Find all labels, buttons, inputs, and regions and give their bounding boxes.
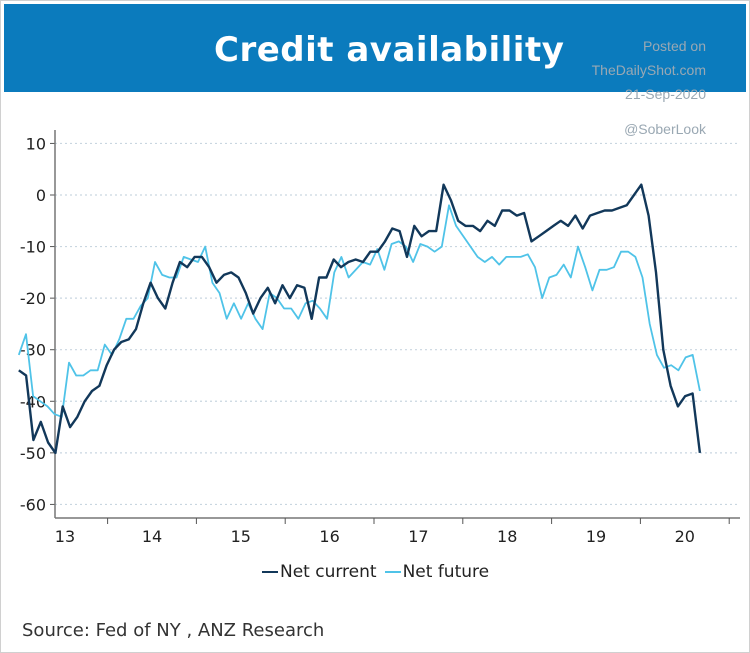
- y-tick-label: -10: [20, 238, 46, 257]
- watermark-date: 21-Sep-2020: [625, 86, 706, 102]
- x-tick-label: 14: [142, 527, 162, 546]
- legend-item-net-future: Net future: [384, 562, 490, 582]
- legend-label: Net current: [280, 562, 377, 582]
- series-line-net-future: [17, 204, 701, 418]
- watermark-posted: Posted on: [642, 38, 706, 54]
- watermark-site: TheDailyShot.com: [591, 62, 706, 78]
- y-tick-label: -60: [20, 495, 46, 514]
- x-tick-label: 17: [408, 527, 428, 546]
- y-tick-label: 0: [36, 186, 46, 205]
- y-tick-label: -30: [20, 341, 46, 360]
- x-tick-label: 18: [497, 527, 517, 546]
- series-line-net-current: [18, 183, 702, 455]
- y-tick-label: -20: [20, 289, 46, 308]
- y-tick-label: -50: [20, 444, 46, 463]
- x-tick-label: 13: [55, 527, 75, 546]
- y-tick-label: -40: [20, 392, 46, 411]
- x-tick-label: 15: [231, 527, 251, 546]
- legend: Net current Net future: [262, 562, 489, 582]
- chart-title: Credit availability: [214, 30, 565, 70]
- title-banner: Credit availability: [4, 4, 746, 92]
- source-note: Source: Fed of NY , ANZ Research: [22, 620, 325, 641]
- legend-item-net-current: Net current: [262, 562, 377, 582]
- x-tick-label: 19: [586, 527, 606, 546]
- legend-label: Net future: [402, 562, 490, 582]
- x-tick-label: 20: [675, 527, 695, 546]
- x-tick-label: 16: [319, 527, 339, 546]
- watermark-handle: @SoberLook: [624, 121, 706, 137]
- y-tick-label: 10: [26, 134, 46, 153]
